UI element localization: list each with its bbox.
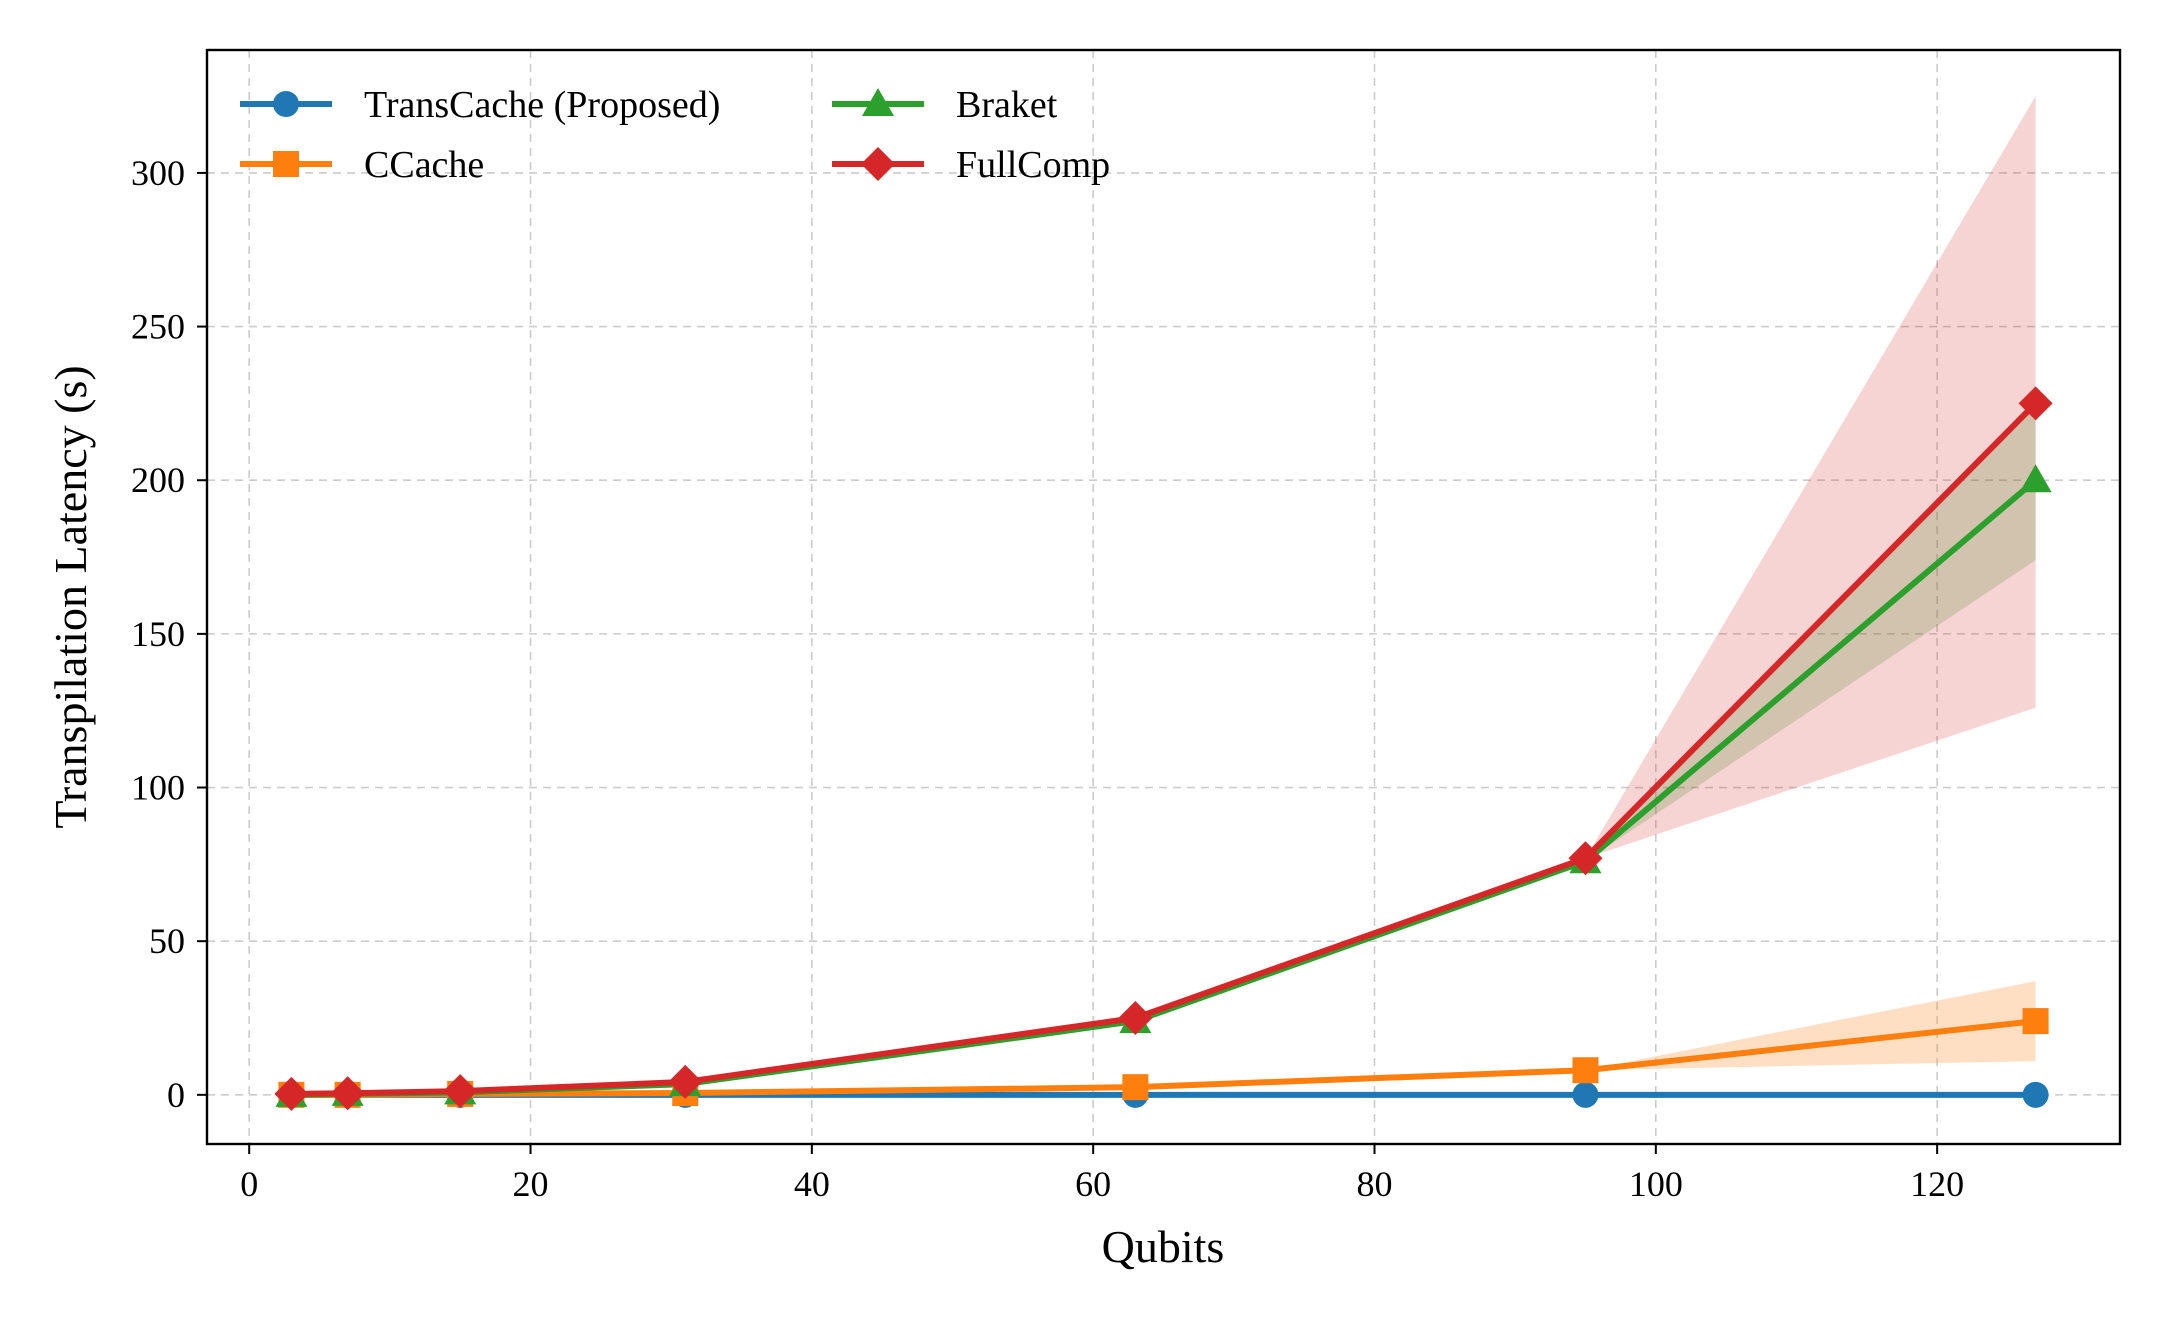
data-point xyxy=(2022,1008,2049,1035)
x-tick-label: 80 xyxy=(1356,1164,1392,1204)
y-tick-label: 0 xyxy=(167,1075,185,1115)
data-point xyxy=(1122,1074,1149,1101)
data-point xyxy=(1568,841,1603,876)
data-point xyxy=(2019,464,2052,493)
legend-label: Braket xyxy=(956,84,1058,126)
legend-item: TransCache (Proposed) xyxy=(240,84,720,126)
series-markers xyxy=(274,386,2053,1111)
x-axis-label: Qubits xyxy=(1102,1221,1225,1272)
axis-ticks: 0 20 40 60 80 100 120 0 50 100 150 200 250 300 xyxy=(131,153,1964,1204)
legend-marker xyxy=(273,151,299,177)
data-point xyxy=(443,1074,478,1109)
x-tick-label: 20 xyxy=(513,1164,549,1204)
legend-label: TransCache (Proposed) xyxy=(364,84,720,126)
y-tick-label: 150 xyxy=(131,614,185,654)
data-point xyxy=(668,1064,703,1099)
legend-marker xyxy=(861,147,895,181)
x-tick-label: 120 xyxy=(1910,1164,1964,1204)
data-point xyxy=(1572,1081,1599,1108)
data-point xyxy=(2018,386,2053,421)
y-axis-label: Transpilation Latency (s) xyxy=(45,365,96,828)
y-tick-label: 250 xyxy=(131,307,185,347)
x-tick-label: 0 xyxy=(240,1164,258,1204)
y-tick-label: 200 xyxy=(131,460,185,500)
y-tick-label: 100 xyxy=(131,768,185,808)
data-point xyxy=(274,1076,309,1111)
data-point xyxy=(1118,1001,1153,1036)
data-point xyxy=(330,1076,365,1111)
data-point xyxy=(1572,1057,1599,1084)
legend-label: CCache xyxy=(364,144,484,186)
x-tick-label: 40 xyxy=(794,1164,830,1204)
x-tick-label: 100 xyxy=(1629,1164,1683,1204)
y-tick-label: 50 xyxy=(149,921,185,961)
legend-marker xyxy=(273,91,299,117)
y-tick-label: 300 xyxy=(131,153,185,193)
data-point xyxy=(2022,1081,2049,1108)
legend-item: CCache xyxy=(240,144,484,186)
legend-item: FullComp xyxy=(832,144,1110,186)
legend-marker xyxy=(862,88,894,116)
legend: TransCache (Proposed) CCache Braket FullCom… xyxy=(240,84,1110,186)
legend-label: FullComp xyxy=(956,144,1110,186)
x-tick-label: 60 xyxy=(1075,1164,1111,1204)
plot-frame xyxy=(205,48,2122,1146)
legend-item: Braket xyxy=(832,84,1058,126)
